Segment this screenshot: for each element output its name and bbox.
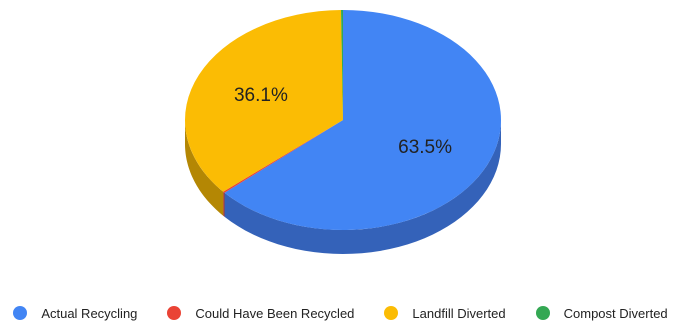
pie-slice-actual-recycling[interactable] bbox=[224, 10, 501, 230]
slice-label-landfill-diverted: 36.1% bbox=[234, 85, 288, 106]
legend-label: Actual Recycling bbox=[41, 305, 138, 321]
legend-label: Could Have Been Recycled bbox=[195, 305, 355, 321]
legend-item-compost-diverted[interactable]: Compost Diverted bbox=[535, 305, 668, 321]
pie-slice-landfill-diverted[interactable] bbox=[185, 10, 343, 192]
pie-chart-svg: 63.5% 36.1% bbox=[185, 10, 501, 254]
legend-item-could-have-been-recycled[interactable]: Could Have Been Recycled bbox=[167, 306, 354, 321]
pie-side-could-have-been-recycled bbox=[223, 191, 225, 217]
pie-sides bbox=[185, 120, 501, 254]
legend-label: Landfill Diverted bbox=[412, 305, 506, 321]
pie-slice-could-have-been-recycled[interactable] bbox=[223, 120, 343, 193]
legend: Actual Recycling Could Have Been Recycled… bbox=[0, 300, 681, 326]
legend-swatch bbox=[535, 306, 550, 320]
pie-side-landfill-diverted bbox=[185, 120, 224, 216]
pie-tops bbox=[185, 10, 501, 230]
legend-label: Compost Diverted bbox=[563, 305, 668, 321]
legend-item-landfill-diverted[interactable]: Landfill Diverted bbox=[384, 305, 506, 321]
pie-slice-compost-diverted[interactable] bbox=[341, 10, 343, 120]
legend-swatch bbox=[167, 306, 182, 320]
legend-swatch bbox=[13, 306, 28, 320]
legend-swatch bbox=[384, 306, 399, 320]
legend-item-actual-recycling[interactable]: Actual Recycling bbox=[13, 306, 137, 321]
slice-label-actual-recycling: 63.5% bbox=[398, 137, 452, 158]
pie-side-actual-recycling bbox=[224, 120, 501, 254]
pie-labels: 63.5% 36.1% bbox=[234, 85, 452, 158]
